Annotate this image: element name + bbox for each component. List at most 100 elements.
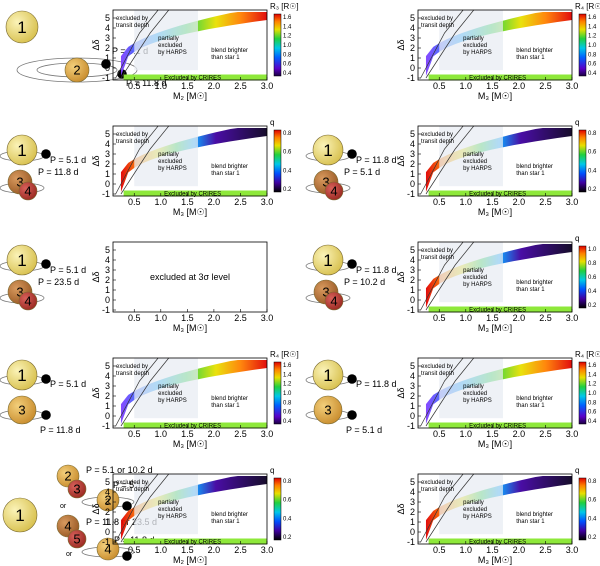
panel-r5r: Excluded by CRIRES excluded by transit dep…	[396, 466, 597, 565]
colorbar-title: R₄ [R☉]	[575, 2, 600, 11]
body-2	[41, 374, 51, 384]
blend-line-1: blend brighter	[211, 48, 248, 54]
star-1-label: 1	[323, 366, 332, 385]
period-label-2: P = 11.8 d	[38, 167, 78, 177]
period-label-2: P = 5.1 d	[346, 425, 382, 435]
y-tick-label: 0	[105, 63, 110, 73]
star-1	[312, 244, 344, 276]
plot-frame	[112, 473, 268, 545]
colorbar-tick: 0.4	[283, 168, 292, 174]
colorbar-title: R₄ [R☉]	[575, 350, 600, 359]
y-tick-label: 5	[105, 361, 110, 371]
x-tick-label: 1.5	[181, 429, 194, 439]
x-tick-label: 1.0	[460, 81, 473, 91]
body-4	[41, 410, 51, 420]
y-tick-label: 4	[105, 255, 110, 265]
star-4-label: 4	[330, 184, 337, 199]
transit-boundary-2	[425, 473, 475, 543]
y-tick-label: -1	[102, 305, 110, 315]
colorbar-title: R₃ [R☉]	[270, 2, 299, 11]
colorbar-title: q	[575, 466, 579, 475]
y-tick-label: 2	[105, 507, 110, 517]
blend-line-2: than star 1	[516, 403, 545, 409]
crires-bar	[123, 422, 267, 429]
crires-bar	[428, 538, 572, 545]
blend-label: blend brighter than star 1	[516, 48, 553, 61]
y-tick-label: 1	[410, 53, 415, 63]
body-2-label: 2	[44, 261, 48, 268]
transit-boundary-2	[120, 125, 170, 195]
panel-r1l: Excluded by CRIRES excluded by transit dep…	[91, 2, 299, 101]
y-axis-label: Δδ	[396, 39, 406, 50]
blend-line-1: blend brighter	[516, 396, 553, 402]
x-tick-label: 1.5	[181, 545, 194, 555]
y-tick-label: 2	[410, 391, 415, 401]
x-tick-label: 0.5	[128, 429, 141, 439]
x-axis-label: M₂ [M☉]	[173, 555, 207, 565]
colorbar-tick: 0.2	[588, 187, 597, 193]
harps-region	[134, 10, 198, 71]
harps-line-1: partially	[158, 152, 179, 158]
transit-boundary-1	[420, 473, 464, 543]
star-1-label: 1	[323, 141, 332, 160]
colorbar-tick: 0.2	[588, 535, 597, 541]
y-tick-label: 5	[410, 129, 415, 139]
star-1	[312, 359, 344, 391]
colorbar-tick: 1.6	[283, 363, 292, 369]
diagram-row3-right: 1 2P = 11.8 d 34 P = 10.2 d	[305, 244, 396, 311]
body-2	[347, 149, 357, 159]
harps-line-1: partially	[158, 500, 179, 506]
period-label-1: P = 11.8 d	[356, 265, 396, 275]
star-3-label: 3	[16, 285, 23, 300]
body-5	[122, 551, 132, 561]
x-tick-label: 1.0	[460, 313, 473, 323]
harps-line-3: by HARPS	[463, 282, 492, 288]
star-4b-label: 4	[104, 542, 111, 557]
colorbar-tick: 1.0	[588, 391, 597, 397]
crires-label: Excluded by CRIRES	[164, 76, 221, 82]
crires-label: Excluded by CRIRES	[164, 424, 221, 430]
y-tick-label: 5	[410, 477, 415, 487]
transit-label: excluded by transit depth	[116, 132, 149, 145]
star-3-label: 3	[324, 403, 331, 418]
star-3-label: 3	[322, 285, 329, 300]
diagram-row2-left: 1 2P = 5.1 d 34 P = 11.8 d	[0, 134, 86, 201]
period-label-2: P = 11.8 d	[40, 425, 80, 435]
colorbar-tick: 0.2	[283, 535, 292, 541]
y-tick-label: 1	[410, 401, 415, 411]
crires-label: Excluded by CRIRES	[164, 192, 221, 198]
blend-line-2: than star 1	[516, 519, 545, 525]
y-tick-label: 0	[105, 179, 110, 189]
colorbar-title: q	[270, 118, 274, 127]
transit-boundary-2	[425, 9, 475, 79]
star-1-label: 1	[17, 18, 26, 37]
y-tick-label: 3	[410, 497, 415, 507]
plot-frame	[112, 125, 268, 197]
x-tick-label: 2.5	[234, 545, 247, 555]
x-axis-label: M₃ [M☉]	[478, 323, 512, 333]
star-1	[6, 134, 38, 166]
transit-line-2: transit depth	[116, 139, 149, 145]
x-tick-label: 0.5	[433, 545, 446, 555]
y-tick-label: 4	[410, 139, 415, 149]
y-axis-label: Δδ	[91, 503, 101, 514]
harps-label: partially excluded by HARPS	[158, 384, 187, 404]
star-2-label: 2	[64, 469, 71, 484]
y-tick-label: 4	[410, 371, 415, 381]
x-axis-label: M₃ [M☉]	[478, 91, 512, 101]
x-tick-label: 2.0	[513, 197, 526, 207]
colorbar	[578, 13, 587, 77]
colorbar-tick: 0.6	[283, 498, 292, 504]
x-tick-label: 0.5	[128, 197, 141, 207]
x-tick-label: 3.0	[566, 197, 579, 207]
star-3-label: 3	[73, 482, 80, 497]
y-tick-label: 3	[410, 265, 415, 275]
y-tick-label: 3	[105, 381, 110, 391]
transit-line-2: transit depth	[116, 371, 149, 377]
colorbar-tick: 1.4	[588, 372, 597, 378]
y-tick-label: 1	[410, 517, 415, 527]
transit-boundary-2	[120, 357, 170, 427]
harps-label: partially excluded by HARPS	[158, 36, 187, 56]
transit-boundary-1	[420, 357, 464, 427]
x-tick-label: 2.5	[539, 545, 552, 555]
